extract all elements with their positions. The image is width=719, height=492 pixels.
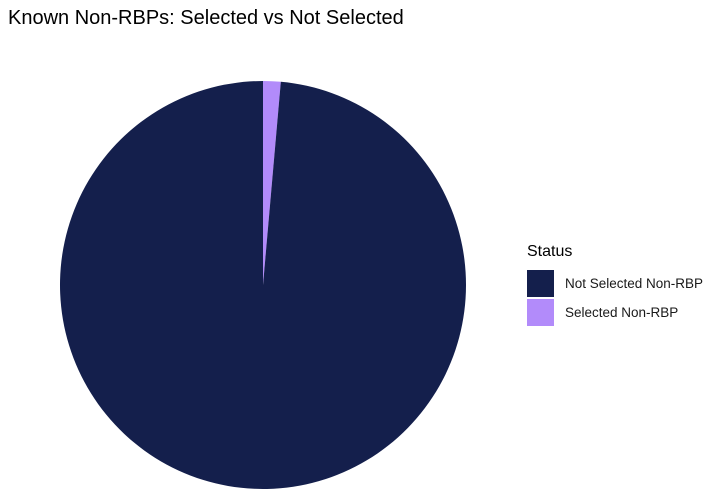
legend-label-not-selected: Not Selected Non-RBP [565, 275, 704, 291]
chart-title: Known Non-RBPs: Selected vs Not Selected [8, 7, 404, 29]
pie-slices [60, 81, 467, 489]
pie-slice-not-selected [60, 81, 467, 489]
legend-key-not-selected [527, 269, 554, 297]
legend-label-selected: Selected Non-RBP [565, 304, 679, 320]
legend-key-selected [527, 298, 554, 326]
legend: Status Not Selected Non-RBP Selected Non… [527, 243, 703, 327]
legend-item-selected: Selected Non-RBP [527, 298, 703, 326]
legend-item-not-selected: Not Selected Non-RBP [527, 269, 703, 297]
pie-slice-selected [263, 81, 281, 285]
legend-title: Status [527, 243, 573, 260]
